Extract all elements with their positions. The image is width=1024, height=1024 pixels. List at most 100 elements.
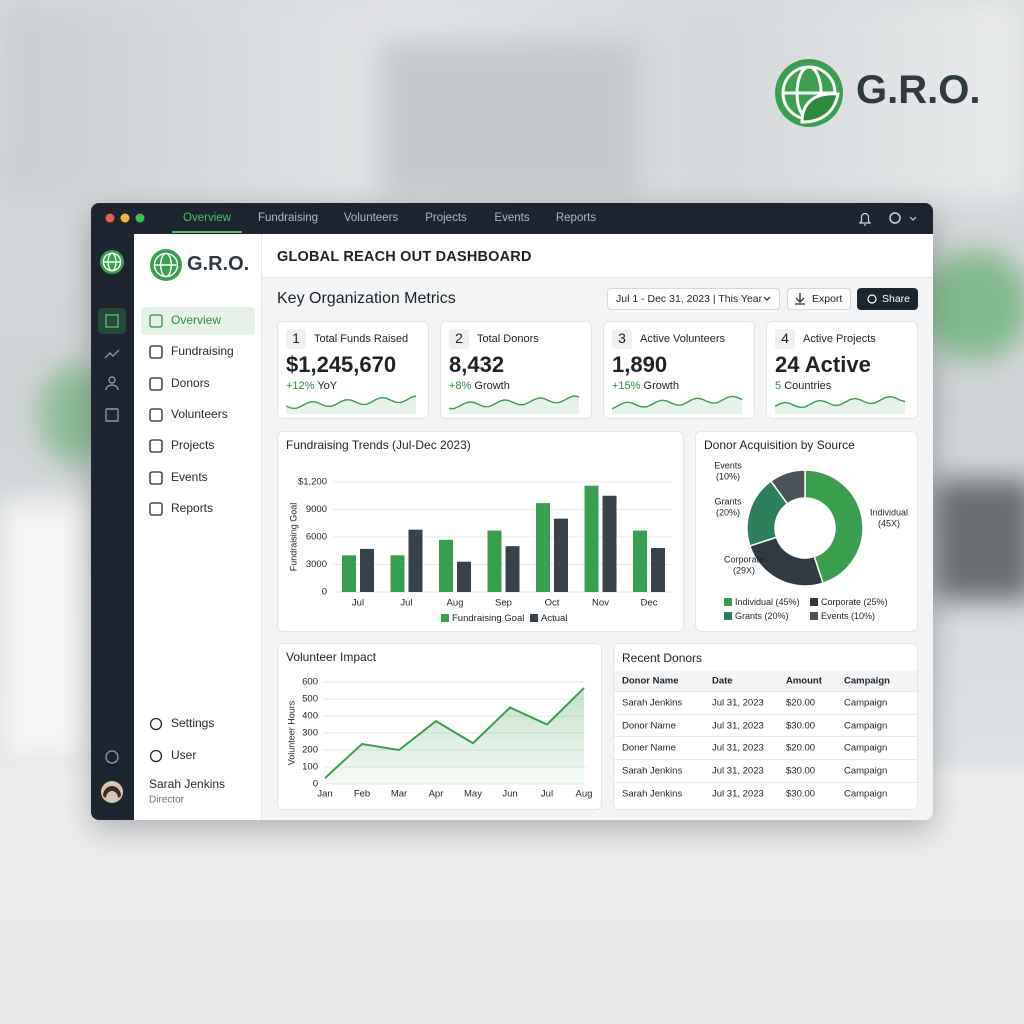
nav-tab[interactable]: Fundraising [258, 212, 318, 224]
window-dot [105, 213, 115, 223]
legend-swatch [810, 598, 818, 606]
sparkline [611, 395, 743, 410]
chart-title: Volunteer Impact [286, 650, 377, 664]
kpi-rank: 2 [455, 330, 463, 346]
nav-tab[interactable]: Projects [425, 212, 467, 224]
table-cell: $20.00 [786, 698, 815, 709]
sparkline [285, 395, 417, 410]
rail-icon [104, 349, 120, 359]
rail-icon [105, 314, 119, 328]
x-tick-label: Jun [502, 789, 517, 800]
nav-tab[interactable]: Overview [183, 212, 232, 224]
line-area [325, 687, 584, 784]
rail-icon [108, 376, 116, 384]
user-role: Director [149, 795, 185, 806]
kpi-label: Total Donors [477, 333, 539, 345]
slice-annotation: (45X) [878, 518, 900, 528]
nav-item[interactable]: Events [171, 470, 208, 484]
kpi-rank: 3 [618, 330, 626, 346]
bar [602, 495, 617, 592]
nav-item[interactable]: Volunteers [171, 407, 228, 421]
rank-badge [449, 329, 469, 349]
legend-swatch [810, 612, 818, 620]
x-tick-label: Jul [541, 789, 553, 800]
y-tick-label: 200 [302, 745, 318, 756]
kpi-change: +12% YoY [286, 380, 338, 392]
pie-slice [769, 469, 806, 505]
share-icon [867, 294, 877, 304]
table-cell: Jul 31, 2023 [712, 721, 764, 732]
table-cell: Campaign [844, 721, 887, 732]
share-button[interactable]: Share [857, 288, 918, 310]
x-tick-label: Jul [352, 598, 364, 609]
nav-item[interactable]: Settings [171, 716, 214, 730]
nav-tab[interactable]: Reports [556, 212, 597, 224]
bar [584, 485, 599, 592]
slice-annotation: Grants [714, 496, 742, 506]
x-tick-label: Aug [576, 789, 593, 800]
legend-swatch [441, 614, 449, 622]
rail-active [98, 308, 126, 334]
kpi-delta: +12% [286, 380, 315, 392]
table-cell: Jul 31, 2023 [712, 698, 764, 709]
kpi-delta: +8% [449, 380, 472, 392]
chevron-icon [763, 296, 771, 301]
kpi-rank: 4 [781, 330, 789, 346]
nav-tab[interactable]: Volunteers [344, 212, 399, 224]
slice-annotation: Corporate [724, 554, 764, 564]
sparkline-area [449, 396, 579, 414]
table-cell: $30.00 [786, 721, 815, 732]
sparkline-area [286, 395, 416, 414]
bar [342, 555, 356, 592]
page-title: GLOBAL REACH OUT DASHBOARD [277, 249, 532, 265]
x-tick-label: Dec [641, 598, 658, 609]
table-cell: Campaign [844, 698, 887, 709]
settings-icon [889, 212, 901, 224]
bar [651, 548, 665, 592]
kpi-note: Growth [644, 380, 679, 392]
kpi-value: 1,890 [612, 352, 667, 377]
nav-item[interactable]: Reports [171, 501, 213, 515]
brand-logo [775, 59, 843, 127]
rail-icon [105, 384, 119, 391]
legend-swatch [530, 614, 538, 622]
legend-label: Events (10%) [821, 611, 875, 621]
sparkline [774, 395, 906, 409]
table-header [614, 671, 917, 691]
nav-item[interactable]: Overview [171, 313, 221, 327]
bar [633, 530, 647, 592]
rank-badge [286, 329, 306, 349]
nav-icon [149, 345, 163, 359]
nav-item[interactable]: Projects [171, 438, 214, 452]
background-blur [0, 500, 90, 760]
nav-item[interactable]: User [171, 748, 196, 762]
kpi-change: 5 Countries [775, 380, 832, 392]
nav-item[interactable]: Donors [171, 376, 210, 390]
nav-icon [149, 439, 163, 453]
top-bar [91, 203, 933, 234]
nav-icon [149, 408, 163, 422]
bar [554, 518, 568, 592]
date-picker[interactable]: Jul 1 - Dec 31, 2023 | This Year [607, 288, 780, 310]
chevron-icon [909, 216, 917, 221]
x-tick-label: Apr [429, 789, 444, 800]
table-cell: Jul 31, 2023 [712, 743, 764, 754]
y-tick-label: 500 [302, 694, 318, 705]
nav-item[interactable]: Fundraising [171, 344, 234, 358]
table-cell: Campaign [844, 743, 887, 754]
avatar-hair [103, 786, 121, 798]
nav-tab[interactable]: Events [494, 212, 529, 224]
slice-annotation: (20%) [716, 507, 740, 517]
table-cell: $20.00 [786, 743, 815, 754]
x-tick-label: Sep [495, 598, 512, 609]
y-tick-label: 600 [302, 677, 318, 688]
rail-icon [105, 408, 119, 422]
table-cell: Sarah Jenkins [622, 766, 682, 777]
x-tick-label: Feb [354, 789, 370, 800]
kpi-change: +8% Growth [449, 380, 510, 392]
window-dot [120, 213, 130, 223]
nav-icon [149, 717, 163, 731]
legend-label: Grants (20%) [735, 611, 789, 621]
table-cell: Sarah Jenkins [622, 789, 682, 800]
rank-badge [775, 329, 795, 349]
